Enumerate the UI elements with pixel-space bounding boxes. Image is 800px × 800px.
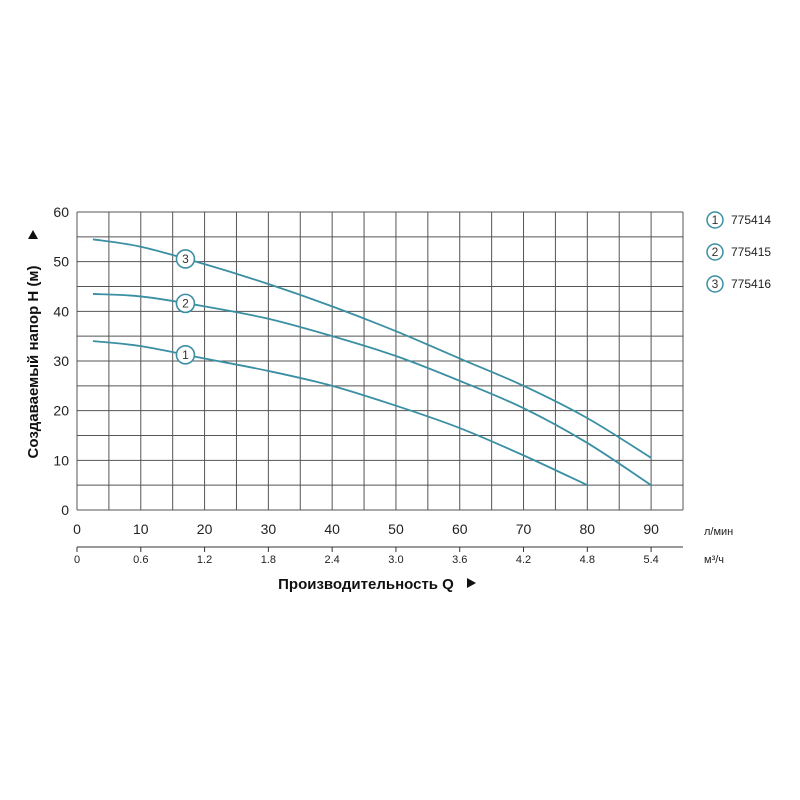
marker-circle [175, 344, 196, 365]
series-line-775414 [92, 340, 588, 486]
legend-label: 775416 [731, 277, 771, 291]
marker-circle [175, 249, 196, 269]
chart-grid [76, 211, 684, 511]
y-axis-title: Создаваемый напор Н (м) [25, 266, 42, 459]
x-tick-label: 50 [388, 521, 404, 537]
y-axis-title-group: Создаваемый напор Н (м) [25, 230, 42, 458]
y-tick-label: 20 [53, 403, 69, 419]
legend-label: 775414 [731, 213, 771, 227]
series-marker-775414: 1 [175, 344, 196, 365]
x-tick-label-secondary: 4.2 [516, 554, 531, 566]
x-axis-ticks-primary: 0 10 20 30 40 50 60 70 80 90 [73, 521, 659, 537]
x-tick-label: 70 [516, 521, 532, 537]
legend-item-775415: 2 775415 [706, 243, 771, 261]
marker-circle [175, 293, 196, 314]
y-tick-label: 0 [61, 502, 69, 518]
x-unit-primary: л/мин [704, 526, 733, 538]
x-axis-title-group: Производительность Q [278, 576, 476, 593]
y-tick-label: 50 [53, 254, 69, 270]
y-tick-label: 40 [53, 303, 69, 319]
y-tick-label: 60 [53, 204, 69, 220]
legend-marker-number: 1 [712, 213, 719, 227]
x-tick-label: 20 [197, 521, 213, 537]
x-tick-label: 30 [261, 521, 277, 537]
y-axis-arrow-icon [28, 230, 38, 239]
x-tick-label: 60 [452, 521, 468, 537]
legend-marker [706, 211, 724, 229]
x-tick-label-secondary: 2.4 [325, 554, 340, 566]
y-axis-ticks: 0 10 20 30 40 50 60 [53, 204, 69, 518]
x-tick-label: 90 [643, 521, 659, 537]
legend-item-775416: 3 775416 [706, 275, 771, 293]
x-unit-secondary: м³/ч [704, 554, 724, 566]
y-tick-label: 10 [53, 452, 69, 468]
x-tick-label: 10 [133, 521, 149, 537]
x-tick-label-secondary: 3.0 [388, 554, 403, 566]
x-axis-arrow-icon [467, 578, 476, 588]
x-tick-label-secondary: 1.2 [197, 554, 212, 566]
x-tick-label: 80 [580, 521, 596, 537]
x-tick-label: 40 [324, 521, 340, 537]
chart-legend: 1 775414 2 775415 3 775416 [706, 211, 771, 293]
chart-curves [92, 238, 652, 486]
legend-marker [706, 275, 724, 293]
x-tick-label-secondary: 1.8 [261, 554, 276, 566]
legend-label: 775415 [731, 245, 771, 259]
x-tick-label-secondary: 0 [74, 554, 80, 566]
x-tick-label-secondary: 5.4 [643, 554, 658, 566]
legend-item-775414: 1 775414 [706, 211, 771, 229]
curve-markers: 1 2 3 [175, 249, 196, 365]
legend-marker [706, 243, 724, 261]
series-marker-775416: 3 [175, 249, 196, 269]
x-tick-label-secondary: 0.6 [133, 554, 148, 566]
series-line-775415 [92, 293, 652, 486]
x-tick-label: 0 [73, 521, 81, 537]
legend-marker-number: 2 [712, 245, 719, 259]
series-marker-775415: 2 [175, 293, 196, 314]
marker-label: 3 [182, 252, 189, 266]
marker-label: 2 [182, 296, 189, 310]
x-tick-label-secondary: 4.8 [580, 554, 595, 566]
x-axis-title: Производительность Q [278, 576, 454, 593]
legend-marker-number: 3 [712, 277, 719, 291]
x-axis-secondary: 0 0.6 1.2 1.8 2.4 3.0 3.6 4.2 4.8 5.4 [74, 546, 683, 566]
marker-label: 1 [182, 348, 189, 362]
x-tick-label-secondary: 3.6 [452, 554, 467, 566]
y-tick-label: 30 [53, 353, 69, 369]
